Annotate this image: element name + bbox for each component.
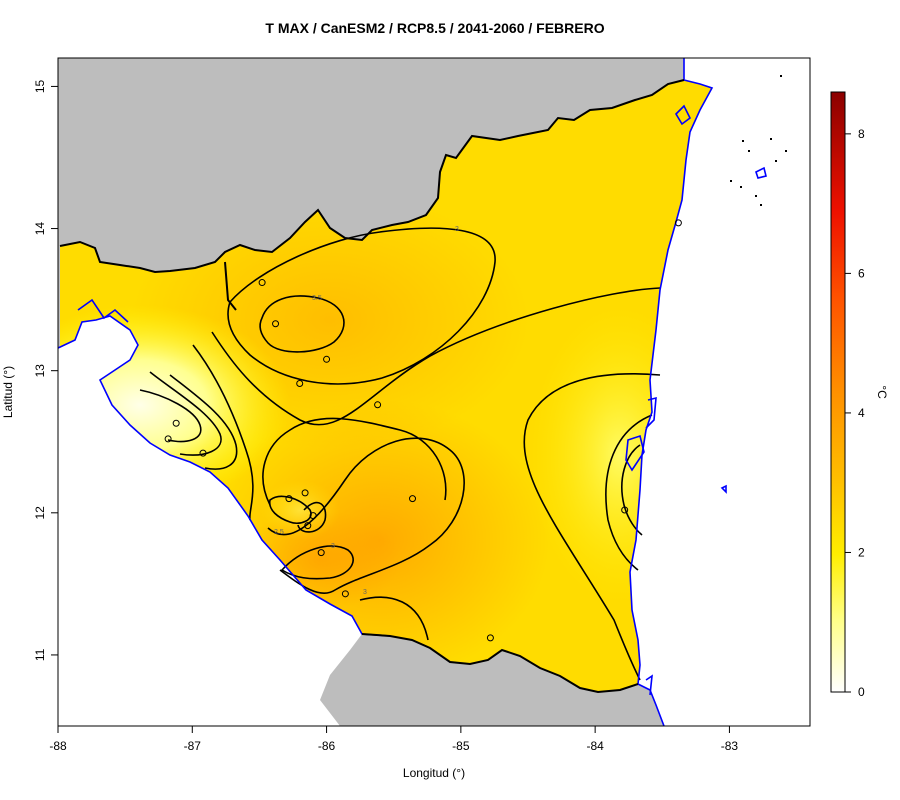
x-axis-label: Longitud (°) xyxy=(402,766,466,780)
contour-line xyxy=(149,371,222,456)
station-marker xyxy=(301,489,309,497)
border-south xyxy=(361,633,639,694)
contour-line xyxy=(359,596,429,641)
colorbar-axis: 0 2 4 6 8 xyxy=(845,127,865,699)
station-marker xyxy=(164,435,172,443)
contour-line xyxy=(192,344,254,521)
colorbar-tick-label: 0 xyxy=(858,685,865,699)
station-marker xyxy=(172,419,180,427)
x-tick-label: -88 xyxy=(49,739,67,753)
contour-label: 3 xyxy=(363,589,367,596)
island-east xyxy=(720,484,727,494)
y-tick-label: 14 xyxy=(33,222,47,236)
station-marker xyxy=(199,449,207,457)
pacific-coast xyxy=(58,315,391,637)
contour-line xyxy=(523,373,661,681)
map-plot-area: 3 3.5 2.5 3 3 xyxy=(58,58,810,726)
x-tick-label: -83 xyxy=(721,739,739,753)
x-tick-label: -84 xyxy=(586,739,604,753)
contour-line xyxy=(280,545,354,580)
station-markers xyxy=(164,219,682,642)
contour-line xyxy=(268,495,312,525)
station-marker xyxy=(304,522,312,530)
pacific-sea xyxy=(58,316,664,726)
x-axis: -88 -87 -86 -85 -84 -83 xyxy=(49,726,738,753)
honduras-north xyxy=(58,58,684,272)
station-marker xyxy=(374,401,382,409)
gulf-of-fonseca xyxy=(77,298,129,323)
contour-line xyxy=(262,417,447,506)
contour-label: 3.5 xyxy=(312,295,322,302)
station-marker xyxy=(317,549,325,557)
map-title: T MAX / CanESM2 / RCP8.5 / 2041-2060 / F… xyxy=(265,20,605,36)
colorbar-tick-label: 8 xyxy=(858,127,865,141)
colorbar-tick-label: 4 xyxy=(858,406,865,420)
station-marker xyxy=(296,379,304,387)
contour-label: 3 xyxy=(331,543,335,550)
y-tick-label: 12 xyxy=(33,506,47,520)
plot-frame xyxy=(57,57,811,727)
coastline xyxy=(58,58,767,726)
station-marker xyxy=(285,495,293,503)
contour-line xyxy=(169,374,238,470)
y-tick-label: 13 xyxy=(33,364,47,378)
island-corn xyxy=(755,166,767,179)
border-north-inner xyxy=(224,261,237,311)
station-marker xyxy=(674,219,682,227)
contour-line xyxy=(621,444,643,536)
costa-rica xyxy=(320,634,664,726)
colorbar-tick-label: 6 xyxy=(858,266,865,280)
y-axis-label: Latitud (°) xyxy=(1,365,15,419)
contour-line xyxy=(211,287,661,426)
station-marker xyxy=(258,279,266,287)
lagoon-bluefields xyxy=(625,434,645,472)
contour-line xyxy=(267,437,465,595)
contour-line xyxy=(259,295,345,353)
contour-line xyxy=(139,389,202,443)
lagoon-san-juan xyxy=(645,674,653,696)
contour-line xyxy=(605,414,653,571)
y-axis: 11 12 13 14 15 xyxy=(33,79,58,661)
station-marker xyxy=(341,590,349,598)
station-marker xyxy=(621,506,629,514)
station-marker xyxy=(309,512,317,520)
caribbean-coast xyxy=(629,58,714,726)
contour-label: 2.5 xyxy=(274,529,284,536)
lagoon-pearl xyxy=(645,396,657,429)
island-small xyxy=(674,104,692,126)
colorbar-tick-label: 2 xyxy=(858,545,865,559)
x-tick-label: -86 xyxy=(318,739,336,753)
border-north xyxy=(59,79,685,274)
station-marker xyxy=(486,634,494,642)
x-tick-label: -87 xyxy=(184,739,202,753)
station-marker xyxy=(323,355,331,363)
y-tick-label: 11 xyxy=(33,648,47,661)
contour-line xyxy=(297,501,327,533)
contour-lines xyxy=(139,227,661,681)
contour-label: 3 xyxy=(455,226,459,233)
colorbar xyxy=(830,91,846,693)
station-marker xyxy=(409,495,417,503)
national-border xyxy=(59,79,685,694)
y-tick-label: 15 xyxy=(33,79,47,93)
caribbean-sea xyxy=(630,58,810,726)
x-tick-label: -85 xyxy=(452,739,470,753)
cays xyxy=(730,75,787,206)
colorbar-unit: °C xyxy=(875,385,889,399)
station-marker xyxy=(272,320,280,328)
